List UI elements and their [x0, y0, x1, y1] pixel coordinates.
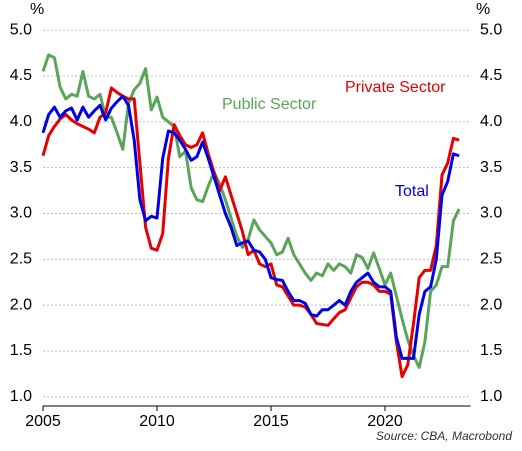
y-tick-label: 1.5 [10, 342, 32, 359]
y-tick-label: 4.0 [10, 113, 32, 130]
y2-tick-label: 1.0 [480, 388, 502, 405]
x-tick-label: 2020 [367, 413, 403, 430]
series-line [41, 53, 461, 369]
y2-tick-label: 2.0 [480, 296, 502, 313]
y2-tick-label: 5.0 [480, 21, 502, 38]
series-label: Public Sector [222, 96, 317, 113]
y2-tick-label: 3.5 [480, 159, 502, 176]
y-tick-label: 5.0 [10, 21, 32, 38]
x-tick-label: 2010 [139, 413, 175, 430]
y-tick-label: 2.5 [10, 251, 32, 268]
y2-tick-label: 1.5 [480, 342, 502, 359]
y2-tick-label: 4.0 [480, 113, 502, 130]
y-tick-label: 1.0 [10, 388, 32, 405]
y-axis-unit: % [30, 1, 44, 18]
x-tick-label: 2015 [253, 413, 289, 430]
y-tick-label: 2.0 [10, 296, 32, 313]
x-tick-label: 2005 [25, 413, 61, 430]
source-note: Source: CBA, Macrobond [376, 429, 512, 443]
y2-tick-label: 4.5 [480, 67, 502, 84]
y2-tick-label: 3.0 [480, 205, 502, 222]
series-label: Private Sector [345, 79, 446, 96]
series-line [41, 94, 460, 360]
y-tick-label: 3.0 [10, 205, 32, 222]
y-tick-label: 4.5 [10, 67, 32, 84]
y2-axis-unit: % [476, 1, 490, 18]
series-label: Total [395, 183, 429, 200]
y2-tick-label: 2.5 [480, 251, 502, 268]
y-tick-label: 3.5 [10, 159, 32, 176]
